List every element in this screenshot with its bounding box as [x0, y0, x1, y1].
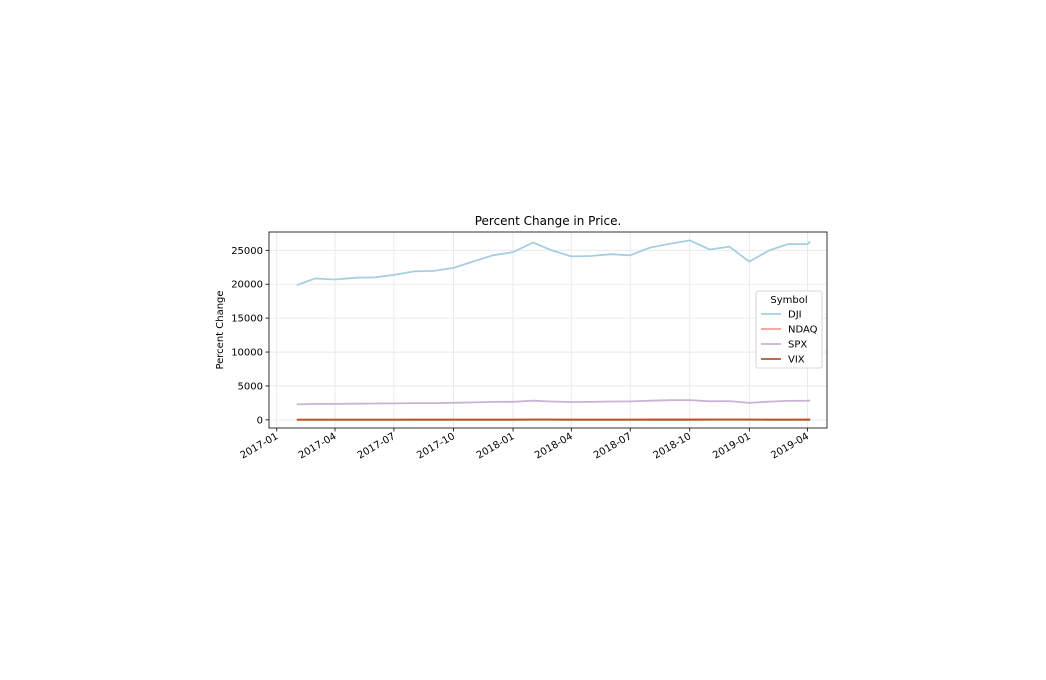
series-line-spx — [296, 399, 811, 406]
series-line-dji — [296, 239, 811, 287]
y-tick-label: 20000 — [231, 280, 263, 291]
y-tick-label: 0 — [257, 415, 263, 426]
legend-label-vix: VIX — [788, 355, 805, 366]
y-tick-label: 5000 — [238, 381, 263, 392]
x-tick-label: 2017-10 — [415, 431, 457, 461]
y-axis: 0 5000 10000 15000 20000 25000 — [231, 246, 269, 426]
x-tick-label: 2017-04 — [297, 431, 339, 461]
x-tick-label: 2017-07 — [356, 431, 398, 461]
x-tick-label: 2019-01 — [711, 431, 753, 461]
grid — [269, 232, 827, 428]
series-lines — [296, 239, 811, 421]
y-tick-label: 10000 — [231, 348, 263, 359]
x-tick-label: 2018-07 — [592, 431, 634, 461]
x-tick-label: 2018-01 — [475, 431, 517, 461]
x-tick-label: 2018-04 — [533, 431, 575, 461]
legend-title: Symbol — [770, 295, 807, 306]
x-tick-label: 2017-01 — [239, 431, 281, 461]
x-tick-label: 2018-10 — [652, 431, 694, 461]
legend-label-ndaq: NDAQ — [788, 325, 818, 336]
legend-label-dji: DJI — [788, 310, 802, 321]
x-axis: 2017-01 2017-04 2017-07 2017-10 2018-01 2018-… — [239, 428, 811, 461]
y-axis-label: Percent Change — [215, 290, 226, 369]
y-tick-label: 15000 — [231, 314, 263, 325]
plot-area — [268, 231, 828, 429]
legend: Symbol DJI NDAQ SPX VIX — [755, 290, 823, 369]
y-tick-label: 25000 — [231, 246, 263, 257]
chart-title: Percent Change in Price. — [475, 214, 622, 228]
legend-label-spx: SPX — [788, 340, 807, 351]
legend-box — [755, 290, 823, 369]
x-tick-label: 2019-04 — [769, 431, 811, 461]
